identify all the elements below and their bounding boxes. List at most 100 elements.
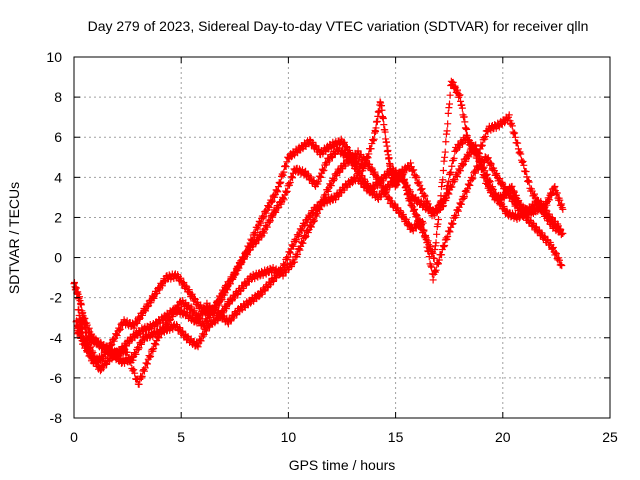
data-point <box>374 173 382 181</box>
data-point <box>418 220 426 228</box>
data-point <box>463 125 471 133</box>
data-point <box>431 267 439 275</box>
data-point <box>182 282 190 290</box>
data-point <box>119 346 127 354</box>
data-point <box>135 315 143 323</box>
data-point <box>370 135 378 143</box>
data-point <box>254 225 262 233</box>
data-point <box>107 342 115 350</box>
data-point <box>440 157 448 165</box>
data-point <box>133 331 141 339</box>
data-point <box>557 261 565 269</box>
data-point <box>196 314 204 322</box>
data-point <box>366 160 374 168</box>
data-point <box>552 249 560 257</box>
data-point <box>296 246 304 254</box>
data-point <box>423 243 431 251</box>
data-point <box>517 150 525 158</box>
data-point <box>361 180 369 188</box>
data-point <box>289 242 297 250</box>
data-point <box>502 208 510 216</box>
data-point <box>190 307 198 315</box>
x-tick-label: 5 <box>177 429 185 445</box>
data-point <box>480 134 488 142</box>
data-point <box>441 153 449 161</box>
data-point <box>510 195 518 203</box>
data-point <box>273 187 281 195</box>
data-point <box>446 182 454 190</box>
y-tick-label: -4 <box>50 330 63 346</box>
data-point <box>131 369 139 377</box>
data-point <box>555 256 563 264</box>
data-point <box>447 223 455 231</box>
data-point <box>539 203 547 211</box>
data-point <box>272 208 280 216</box>
data-point <box>193 319 201 327</box>
data-point <box>428 263 436 271</box>
data-point <box>232 270 240 278</box>
data-point <box>382 189 390 197</box>
data-layer <box>70 77 567 388</box>
data-point <box>100 364 108 372</box>
data-point <box>376 177 384 185</box>
data-point <box>549 243 557 251</box>
data-point <box>318 165 326 173</box>
data-point <box>320 166 328 174</box>
data-point <box>438 251 446 259</box>
data-point <box>445 227 453 235</box>
data-point <box>150 345 158 353</box>
x-tick-label: 0 <box>70 429 78 445</box>
data-point <box>453 173 461 181</box>
data-point <box>521 210 529 218</box>
data-point <box>551 183 559 191</box>
data-point <box>440 243 448 251</box>
data-point <box>446 91 454 99</box>
data-point <box>456 167 464 175</box>
data-point <box>343 143 351 151</box>
data-point <box>286 249 294 257</box>
data-point <box>263 223 271 231</box>
x-axis-title: GPS time / hours <box>289 457 396 473</box>
data-point <box>524 177 532 185</box>
data-point <box>242 281 250 289</box>
data-point <box>421 192 429 200</box>
data-point <box>444 189 452 197</box>
data-point <box>93 359 101 367</box>
data-point <box>442 185 450 193</box>
data-point <box>93 358 101 366</box>
data-point <box>440 202 448 210</box>
data-point <box>374 194 382 202</box>
data-point <box>280 196 288 204</box>
data-point <box>382 174 390 182</box>
data-point <box>522 167 530 175</box>
data-point <box>237 259 245 267</box>
data-point <box>158 282 166 290</box>
data-point <box>554 222 562 230</box>
data-point <box>365 150 373 158</box>
data-point <box>324 187 332 195</box>
data-point <box>460 113 468 121</box>
data-point <box>300 222 308 230</box>
y-tick-label: -2 <box>50 290 63 306</box>
data-point <box>468 175 476 183</box>
data-point <box>162 314 170 322</box>
data-point <box>559 205 567 213</box>
data-point <box>77 301 85 309</box>
data-point <box>431 245 439 253</box>
data-point <box>445 104 453 112</box>
data-point <box>341 149 349 157</box>
data-point <box>496 175 504 183</box>
data-point <box>112 331 120 339</box>
data-point <box>484 154 492 162</box>
data-point <box>185 286 193 294</box>
data-point <box>194 343 202 351</box>
data-point <box>288 173 296 181</box>
data-point <box>443 236 451 244</box>
data-point <box>284 253 292 261</box>
data-point <box>133 319 141 327</box>
data-point <box>367 145 375 153</box>
data-point <box>371 168 379 176</box>
data-point <box>313 209 321 217</box>
data-point <box>379 114 387 122</box>
data-point <box>485 177 493 185</box>
